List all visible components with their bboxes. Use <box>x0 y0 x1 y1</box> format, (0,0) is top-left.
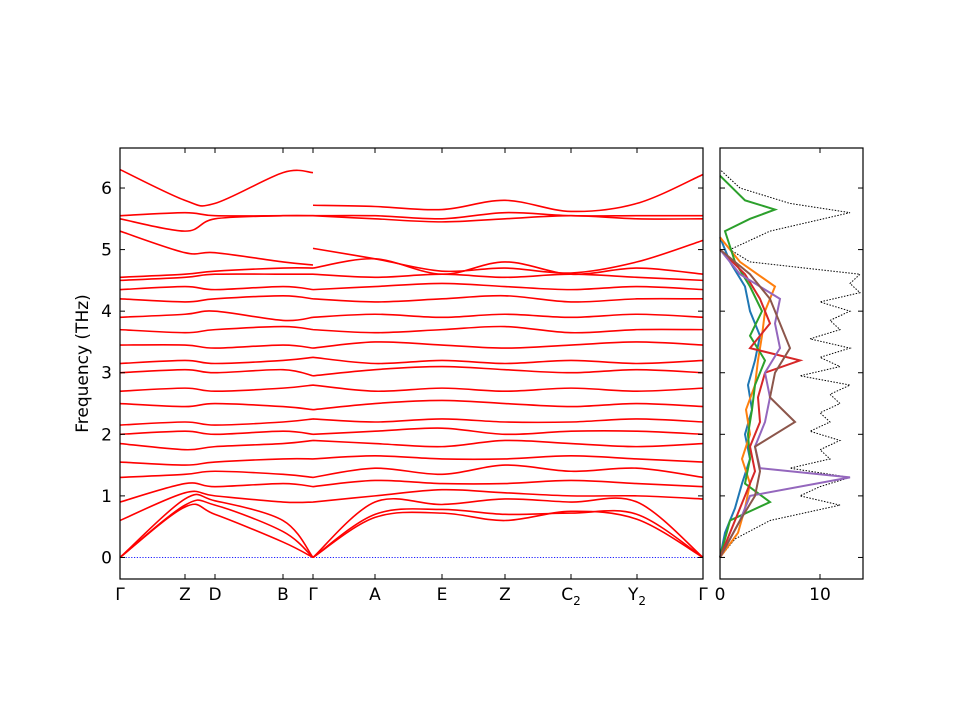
y-tick-label: 4 <box>101 302 112 322</box>
k-point-label: Y2 <box>627 585 646 608</box>
band-line <box>119 273 704 282</box>
dos-projected-line <box>719 248 797 558</box>
band-line <box>119 418 704 426</box>
band-line <box>119 384 704 393</box>
k-point-label: A <box>369 585 381 605</box>
band-line <box>119 168 314 207</box>
band-lines <box>119 168 704 559</box>
k-point-label: Γ <box>698 585 708 605</box>
band-line <box>119 399 704 411</box>
dos-axes: 0 10 <box>715 147 864 605</box>
y-tick-label: 6 <box>101 179 112 199</box>
band-line <box>119 341 704 349</box>
band-line <box>119 455 704 466</box>
band-line <box>312 239 704 274</box>
band-line <box>119 211 703 220</box>
k-point-label: Z <box>499 585 511 605</box>
band-line <box>119 325 704 334</box>
y-tick-label: 2 <box>101 425 112 445</box>
band-line <box>119 499 704 559</box>
y-tick-label: 3 <box>101 364 112 384</box>
y-tick-label: 5 <box>101 241 112 261</box>
dos-plot-frame <box>719 147 864 580</box>
band-line <box>119 427 704 436</box>
band-line <box>119 503 704 559</box>
band-line <box>119 310 704 322</box>
band-plot-frame <box>119 147 704 580</box>
band-line <box>119 464 704 479</box>
band-line <box>119 294 704 303</box>
dos-panel: 0 10 <box>715 147 864 605</box>
k-point-label: Γ <box>115 585 125 605</box>
dos-projected-line <box>719 248 804 558</box>
band-line <box>119 493 704 559</box>
y-tick-label: 1 <box>101 487 112 507</box>
dos-x-tick-label: 0 <box>715 585 726 605</box>
band-line <box>119 479 704 503</box>
band-line <box>312 173 704 213</box>
band-line <box>119 282 704 291</box>
k-point-label: D <box>208 585 221 605</box>
band-line <box>119 488 704 522</box>
k-point-label: Z <box>179 585 191 605</box>
dos-projected-line <box>719 248 851 558</box>
band-line <box>119 356 704 365</box>
y-axis-label: Frequency (THz) <box>73 294 93 433</box>
k-point-label: B <box>277 585 289 605</box>
k-point-label: C2 <box>561 585 581 608</box>
k-point-label: E <box>437 585 448 605</box>
y-tick-label: 0 <box>101 548 112 568</box>
k-point-label: Γ <box>308 585 318 605</box>
band-line <box>119 230 314 266</box>
band-line <box>119 365 704 377</box>
dos-x-tick-label: 10 <box>809 585 831 605</box>
dos-lines <box>719 169 862 559</box>
band-line <box>119 439 704 451</box>
